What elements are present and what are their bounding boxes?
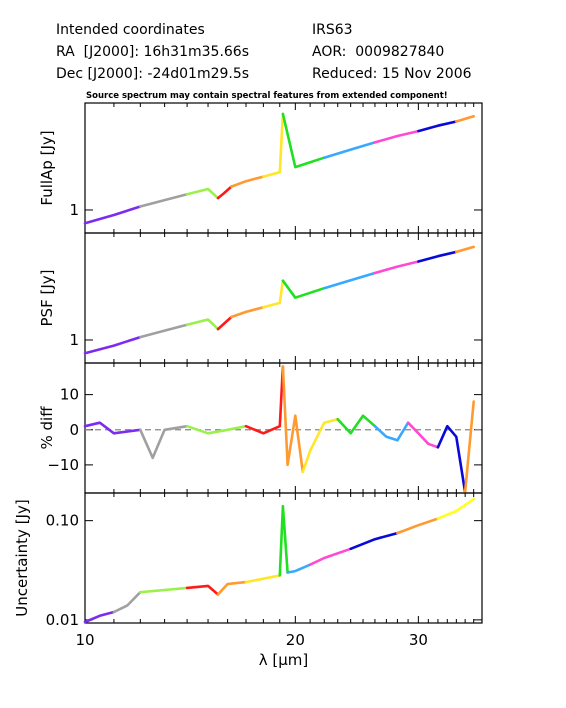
diff-series-segment (436, 424, 467, 494)
psf-series-segment (262, 279, 285, 309)
uncertainty-panel-frame (84, 492, 483, 624)
uncertainty-y-tick-label: 0.10 (46, 512, 79, 530)
fullap-series-segment (139, 193, 189, 208)
uncertainty-series-segment (436, 497, 476, 520)
reduced-date: Reduced: 15 Nov 2006 (312, 66, 472, 82)
diff-series-segment (139, 424, 189, 460)
diff-series-segment (244, 365, 285, 435)
x-tick-label: 10 (75, 631, 94, 649)
psf-series-segment (216, 315, 233, 331)
diff-series-segment (463, 400, 476, 494)
psf-series-segment (185, 318, 220, 331)
psf-series-segment (83, 335, 142, 355)
fullap-series-segment (83, 205, 142, 225)
diff-series-segment (336, 414, 377, 435)
x-tick-label: 30 (409, 631, 428, 649)
diff-series-segment (281, 365, 305, 474)
psf-series-segment (454, 245, 476, 254)
uncertainty-y-tick-label: 0.01 (46, 611, 79, 629)
diff-y-tick-label: −10 (47, 456, 79, 474)
psf-y-tick-label: 1 (69, 331, 79, 349)
uncertainty-series-segment (308, 547, 353, 567)
psf-series-segment (373, 260, 420, 275)
uncertainty-series-segment (244, 574, 282, 584)
aor-id: AOR: 0009827840 (312, 44, 445, 60)
fullap-series-segment (262, 112, 285, 178)
fullap-series-segment (373, 129, 420, 144)
fullap-y-axis-label: FullAp [Jy] (38, 130, 56, 205)
uncertainty-series-segment (185, 584, 220, 596)
uncertainty-series-segment (83, 610, 116, 624)
diff-series-segment (406, 421, 440, 449)
psf-series-segment (281, 279, 326, 300)
extended-component-note: Source spectrum may contain spectral fea… (86, 91, 448, 101)
psf-y-axis-label: PSF [Jy] (38, 270, 56, 327)
uncertainty-series-segment (278, 504, 289, 577)
dec-coordinate: Dec [J2000]: -24d01m29.5s (56, 66, 250, 82)
diff-y-tick-label: 10 (60, 386, 79, 404)
ra-coordinate: RA [J2000]: 16h31m35.66s (56, 44, 249, 60)
fullap-series-segment (230, 175, 265, 188)
fullap-series-segment (322, 141, 377, 159)
psf-series-segment (322, 271, 377, 290)
uncertainty-y-axis-label: Uncertainty [Jy] (13, 499, 31, 616)
x-tick-label: 20 (286, 631, 305, 649)
diff-y-tick-label: 0 (69, 421, 79, 439)
diff-series-segment (83, 421, 142, 435)
fullap-series-segment (454, 115, 476, 123)
psf-panel-frame (84, 232, 483, 364)
fullap-series-segment (281, 112, 326, 169)
psf-series-segment (417, 250, 458, 263)
intended-coords-label: Intended coordinates (56, 22, 205, 38)
uncertainty-series-segment (112, 590, 142, 614)
uncertainty-series-segment (216, 580, 248, 596)
psf-series-segment (139, 323, 189, 339)
x-axis-label: λ [μm] (259, 651, 309, 669)
uncertainty-series-segment (349, 531, 399, 551)
diff-series-segment (301, 417, 340, 474)
uncertainty-series-segment (286, 563, 312, 574)
target-name: IRS63 (312, 22, 353, 38)
diff-y-axis-label: % diff (38, 406, 56, 450)
fullap-y-tick-label: 1 (69, 201, 79, 219)
fullap-series-segment (417, 120, 458, 133)
uncertainty-series-segment (396, 517, 440, 535)
psf-series-segment (230, 305, 265, 319)
fullap-series-segment (216, 185, 233, 200)
diff-series-segment (373, 421, 410, 442)
fullap-series-segment (185, 187, 220, 200)
uncertainty-series-segment (139, 586, 189, 594)
diff-series-segment (185, 424, 248, 435)
